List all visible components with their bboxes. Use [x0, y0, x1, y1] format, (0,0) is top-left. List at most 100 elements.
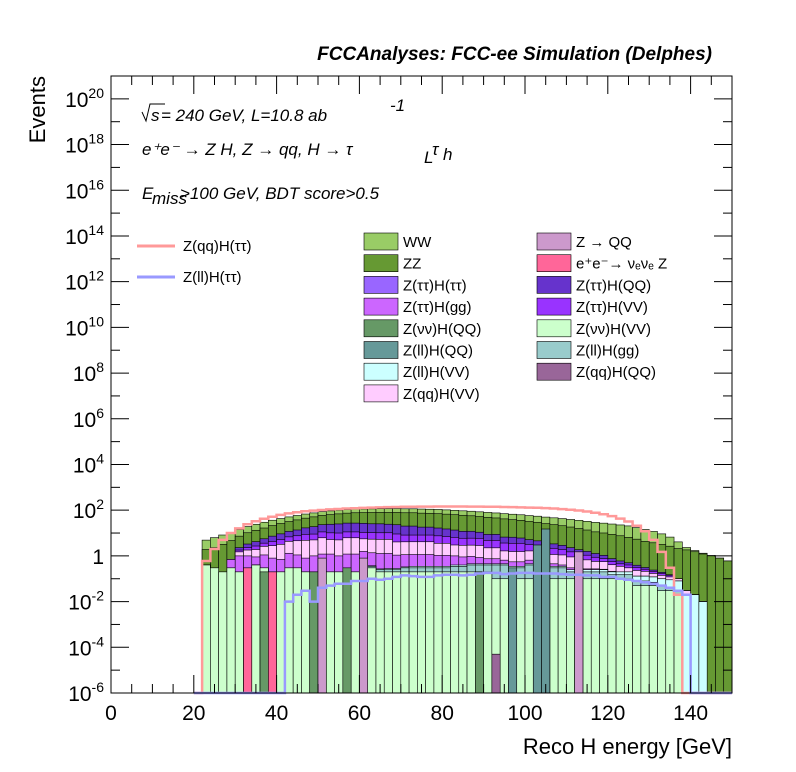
- bar: [698, 601, 708, 694]
- bar: [375, 571, 385, 694]
- legend-swatch: [536, 254, 572, 272]
- bar: [466, 571, 476, 694]
- bar: [417, 571, 426, 694]
- bar: [408, 571, 418, 694]
- x-tick-label: 120: [590, 702, 625, 725]
- legend-label: Z(ττ)H(ττ): [403, 277, 467, 294]
- legend-label: Z(ττ)H(QQ): [576, 277, 651, 294]
- bar: [574, 551, 584, 694]
- legend-swatch: [363, 297, 399, 316]
- x-tick-label: 100: [507, 702, 542, 725]
- legend-label: ZZ: [403, 256, 421, 273]
- bar: [450, 571, 460, 694]
- legend-label: Z(νν)H(VV): [576, 321, 651, 338]
- bar: [226, 567, 236, 694]
- bar: [723, 560, 733, 694]
- legend-line-label: Z(ll)H(ττ): [183, 269, 242, 286]
- process-sub2: h: [443, 145, 452, 164]
- histogram-bars: [201, 508, 733, 694]
- bar: [325, 571, 335, 694]
- process-sub1: L: [424, 148, 433, 167]
- bar: [648, 585, 658, 694]
- legend-label: Z(qq)H(VV): [403, 386, 480, 403]
- y-tick-label: 10-4: [68, 633, 104, 660]
- legend-label: Z(qq)H(QQ): [576, 364, 656, 381]
- y-tick-label: 1016: [65, 176, 104, 203]
- bar: [367, 567, 377, 694]
- line-Z(qq)H(ττ): [193, 505, 732, 695]
- y-tick-label: 10-6: [68, 679, 104, 706]
- bar: [433, 571, 443, 694]
- bar: [425, 571, 435, 694]
- bar: [524, 578, 534, 694]
- bar: [276, 571, 286, 694]
- bar: [706, 555, 716, 694]
- bar: [557, 578, 567, 694]
- bar: [624, 578, 633, 694]
- y-tick-label: 1014: [65, 222, 104, 249]
- bar: [400, 571, 410, 694]
- y-tick-labels: 10-6 10-4 10-2 1 102 104 106 108 1010 1012 1014 101…: [65, 85, 104, 706]
- y-tick-label: 1: [92, 546, 104, 569]
- bar: [508, 567, 518, 694]
- bar: [632, 585, 642, 694]
- legend-swatch: [536, 319, 572, 338]
- legend-swatch: [363, 362, 399, 381]
- bar: [549, 578, 559, 694]
- x-axis-label: Reco H energy [GeV]: [523, 734, 732, 759]
- bar: [334, 571, 344, 694]
- cut-rest: >100 GeV, BDT score>0.5: [180, 184, 380, 203]
- chart-title: FCCAnalyses: FCC-ee Simulation (Delphes): [317, 44, 712, 65]
- bar: [590, 578, 600, 694]
- x-tick-label: 60: [348, 702, 371, 725]
- legend-label: Z → QQ: [576, 234, 632, 251]
- bar: [715, 557, 725, 694]
- annotation-process: e⁺e⁻ → Z H, Z → qq, H → τ L τ h: [142, 140, 452, 167]
- bar: [259, 571, 269, 694]
- process-text: e⁺e⁻ → Z H, Z → qq, H → τ: [142, 140, 354, 159]
- legend-swatch: [536, 341, 572, 359]
- bar: [499, 578, 509, 694]
- y-tick-label: 1020: [65, 85, 104, 112]
- legend-label: WW: [403, 234, 432, 251]
- annotation-energy: s = 240 GeV, L=10.8 ab -1: [141, 96, 405, 125]
- legend-swatch: [536, 297, 572, 316]
- bar: [234, 571, 244, 694]
- legend-label: e⁺e⁻→ νₑνₑ Z: [576, 256, 667, 273]
- bar: [640, 585, 650, 694]
- y-tick-label: 104: [73, 450, 104, 477]
- bar: [243, 567, 253, 694]
- bar: [532, 544, 542, 694]
- y-tick-label: 10-2: [68, 588, 104, 615]
- legend-swatch: [363, 319, 399, 338]
- bar: [441, 571, 451, 694]
- legend-label: Z(ll)H(gg): [576, 343, 639, 360]
- lumi-exponent: -1: [390, 96, 405, 115]
- bar: [516, 578, 526, 694]
- legend-line-label: Z(qq)H(ττ): [183, 238, 252, 255]
- x-tick-label: 0: [105, 702, 117, 725]
- bar: [383, 571, 393, 694]
- series-Z(qq)H(QQ): [491, 653, 501, 694]
- legend-label: Z(ll)H(VV): [403, 364, 470, 381]
- bar: [491, 653, 501, 694]
- bar: [392, 571, 402, 694]
- bar: [292, 567, 302, 694]
- y-tick-label: 1010: [65, 313, 104, 340]
- bar: [582, 578, 592, 694]
- legend-swatch: [363, 341, 399, 359]
- sqrt-s-text: s: [151, 106, 160, 125]
- bar: [359, 557, 368, 694]
- legend-label: Z(ττ)H(gg): [403, 299, 472, 316]
- legend-swatch: [363, 276, 399, 294]
- legend-swatch: [363, 254, 399, 272]
- legend-swatch: [363, 232, 399, 251]
- y-tick-label: 1018: [65, 131, 104, 158]
- axis-ticks: [110, 75, 733, 694]
- y-tick-label: 1012: [65, 268, 104, 295]
- legend-label: Z(νν)H(QQ): [403, 321, 481, 338]
- bar: [317, 557, 327, 694]
- bar: [483, 571, 493, 694]
- bar: [218, 571, 228, 694]
- bar: [458, 571, 468, 694]
